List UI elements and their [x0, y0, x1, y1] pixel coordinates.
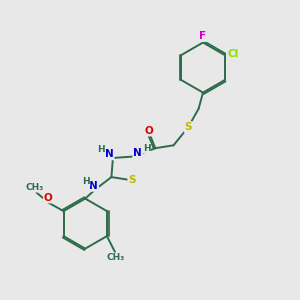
Text: H: H — [97, 145, 104, 154]
Text: S: S — [128, 175, 136, 185]
Text: N: N — [133, 148, 142, 158]
Text: Cl: Cl — [227, 49, 239, 58]
Text: S: S — [184, 122, 192, 132]
Text: F: F — [200, 31, 207, 41]
Text: H: H — [143, 144, 150, 153]
Text: CH₃: CH₃ — [106, 253, 124, 262]
Text: H: H — [82, 177, 90, 186]
Text: O: O — [144, 126, 153, 136]
Text: N: N — [89, 181, 98, 191]
Text: CH₃: CH₃ — [26, 183, 44, 192]
Text: O: O — [44, 193, 52, 202]
Text: N: N — [105, 149, 114, 159]
